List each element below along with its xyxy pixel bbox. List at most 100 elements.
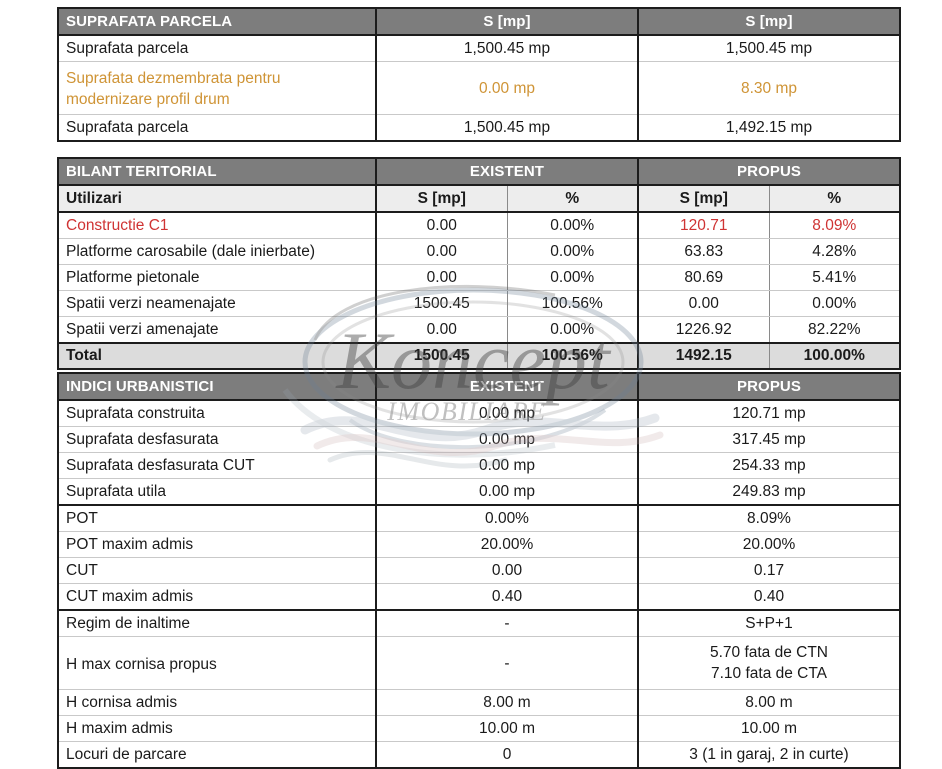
- row-label: Suprafata parcela: [58, 35, 376, 62]
- table-bilant-header-row: BILANT TERITORIAL EXISTENT PROPUS: [58, 158, 901, 186]
- table-row: POT maxim admis 20.00% 20.00%: [58, 531, 900, 558]
- row-existent-pct: 0.00%: [506, 212, 638, 239]
- table-bilant-total-row: Total 1500.45 100.56% 1492.15 100.00%: [58, 342, 901, 369]
- total-existent-s: 1500.45: [375, 342, 507, 369]
- row-propus-value: 10.00 m: [637, 715, 900, 742]
- row-label: Spatii verzi neamenajate: [58, 290, 376, 317]
- table-parcela-header-row: SUPRAFATA PARCELA S [mp] S [mp]: [58, 8, 900, 36]
- row-existent-value: 10.00 m: [375, 715, 638, 742]
- row-label: Locuri de parcare: [66, 745, 187, 763]
- row-existent-s: 0.00: [375, 316, 507, 344]
- row-existent-value: 0.00: [375, 557, 638, 584]
- row-existent-pct: 0.00%: [506, 264, 638, 291]
- table-row: Suprafata construita 0.00 mp 120.71 mp: [58, 400, 900, 427]
- row-propus-s: 80.69: [637, 264, 769, 291]
- row-propus-value: 20.00%: [637, 531, 900, 558]
- row-propus-value: 8.09%: [637, 505, 900, 532]
- table-parcela-title: SUPRAFATA PARCELA: [58, 8, 376, 36]
- row-propus-pct: 4.28%: [768, 238, 901, 265]
- table-indici-header-row: INDICI URBANISTICI EXISTENT PROPUS: [58, 373, 900, 401]
- row-propus-s: 0.00: [637, 290, 769, 317]
- row-propus-s: 1226.92: [637, 316, 769, 344]
- row-propus-line2: 7.10 fata de CTA: [710, 665, 828, 682]
- row-existent-value: 0.00 mp: [375, 452, 638, 479]
- row-propus-value: 3 (1 in garaj, 2 in curte): [637, 741, 900, 768]
- row-label-line1: Suprafata dezmembrata pentru: [66, 70, 281, 87]
- table-indici-title: INDICI URBANISTICI: [58, 373, 376, 401]
- row-propus-value: 254.33 mp: [637, 452, 900, 479]
- table-bilant-teritorial: BILANT TERITORIAL EXISTENT PROPUS Utiliz…: [57, 157, 902, 370]
- table-row: CUT 0.00 0.17: [58, 557, 900, 584]
- row-existent-value: 0: [375, 741, 638, 768]
- row-label: CUT maxim admis: [58, 583, 376, 611]
- row-propus-value: 0.40: [637, 583, 900, 611]
- row-label: Spatii verzi amenajate: [58, 316, 376, 344]
- total-propus-s: 1492.15: [637, 342, 769, 369]
- row-existent-s: 0.00: [375, 238, 507, 265]
- row-existent-s: 1500.45: [375, 290, 507, 317]
- row-propus-value: 5.70 fata de CTN 7.10 fata de CTA: [637, 636, 900, 690]
- row-existent-value: 0.00 mp: [375, 61, 638, 115]
- row-existent-value: 0.00%: [375, 505, 638, 532]
- table-row: Constructie C1 0.00 0.00% 120.71 8.09%: [58, 212, 901, 239]
- row-label: Suprafata desfasurata CUT: [58, 452, 376, 479]
- row-label: Suprafata construita: [58, 400, 376, 427]
- total-label: Total: [58, 342, 376, 369]
- subheader-existent-s: S [mp]: [375, 185, 507, 213]
- row-label: Suprafata dezmembrata pentru modernizare…: [58, 61, 376, 115]
- row-propus-pct: 82.22%: [768, 316, 901, 344]
- row-label: H maxim admis: [58, 715, 376, 742]
- table-bilant-group-existent: EXISTENT: [375, 158, 638, 186]
- row-propus-value: 120.71 mp: [637, 400, 900, 427]
- row-propus-value: 8.30 mp: [637, 61, 900, 115]
- table-suprafata-parcela: SUPRAFATA PARCELA S [mp] S [mp] Suprafat…: [57, 7, 901, 142]
- row-propus-value: 317.45 mp: [637, 426, 900, 453]
- row-existent-value: 20.00%: [375, 531, 638, 558]
- table-bilant-subheader-row: Utilizari S [mp] % S [mp] %: [58, 185, 901, 213]
- row-propus-pct: 0.00%: [768, 290, 901, 317]
- row-propus-value: S+P+1: [637, 610, 900, 637]
- row-propus-value: 0.17: [637, 557, 900, 584]
- row-existent-value: 1,500.45 mp: [375, 114, 638, 141]
- row-propus-pct: 5.41%: [768, 264, 901, 291]
- table-row: Suprafata parcela 1,500.45 mp 1,500.45 m…: [58, 35, 900, 62]
- table-row: Suprafata desfasurata CUT 0.00 mp 254.33…: [58, 452, 900, 479]
- table-indici-col-propus: PROPUS: [637, 373, 900, 401]
- row-existent-value: -: [375, 636, 638, 690]
- table-row: CUT maxim admis 0.40 0.40: [58, 583, 900, 611]
- table-row: POT 0.00% 8.09%: [58, 505, 900, 532]
- subheader-utilizari: Utilizari: [58, 185, 376, 213]
- row-propus-s: 63.83: [637, 238, 769, 265]
- total-existent-pct: 100.56%: [506, 342, 638, 369]
- row-label: Suprafata utila: [58, 478, 376, 506]
- row-label: Regim de inaltime: [58, 610, 376, 637]
- row-label: Constructie C1: [58, 212, 376, 239]
- table-row: Platforme carosabile (dale inierbate) 0.…: [58, 238, 901, 265]
- row-label: Suprafata parcela: [66, 118, 189, 136]
- row-label: POT maxim admis: [58, 531, 376, 558]
- total-propus-pct: 100.00%: [768, 342, 901, 369]
- table-parcela-col-propus: S [mp]: [637, 8, 900, 36]
- row-existent-value: 1,500.45 mp: [375, 35, 638, 62]
- row-propus-value: 8.00 m: [637, 689, 900, 716]
- table-parcela-col-existent: S [mp]: [375, 8, 638, 36]
- table-bilant-title: BILANT TERITORIAL: [58, 158, 376, 186]
- row-existent-value: 0.00 mp: [375, 426, 638, 453]
- row-label: H max cornisa propus: [58, 636, 376, 690]
- row-propus-s: 120.71: [637, 212, 769, 239]
- row-existent-value: 0.00 mp: [375, 478, 638, 506]
- row-label: CUT: [58, 557, 376, 584]
- table-indici-urbanistici: INDICI URBANISTICI EXISTENT PROPUS Supra…: [57, 372, 901, 769]
- row-label: Platforme pietonale: [58, 264, 376, 291]
- row-existent-s: 0.00: [375, 212, 507, 239]
- table-row: Spatii verzi neamenajate 1500.45 100.56%…: [58, 290, 901, 317]
- row-existent-value: -: [375, 610, 638, 637]
- row-label: Platforme carosabile (dale inierbate): [58, 238, 376, 265]
- row-propus-value: 1,500.45 mp: [637, 35, 900, 62]
- row-existent-pct: 0.00%: [506, 238, 638, 265]
- table-indici-col-existent: EXISTENT: [375, 373, 638, 401]
- table-row: Suprafata parcela 1,500.45 mp 1,492.15 m…: [58, 114, 900, 141]
- row-label: H cornisa admis: [58, 689, 376, 716]
- table-row: Spatii verzi amenajate 0.00 0.00% 1226.9…: [58, 316, 901, 344]
